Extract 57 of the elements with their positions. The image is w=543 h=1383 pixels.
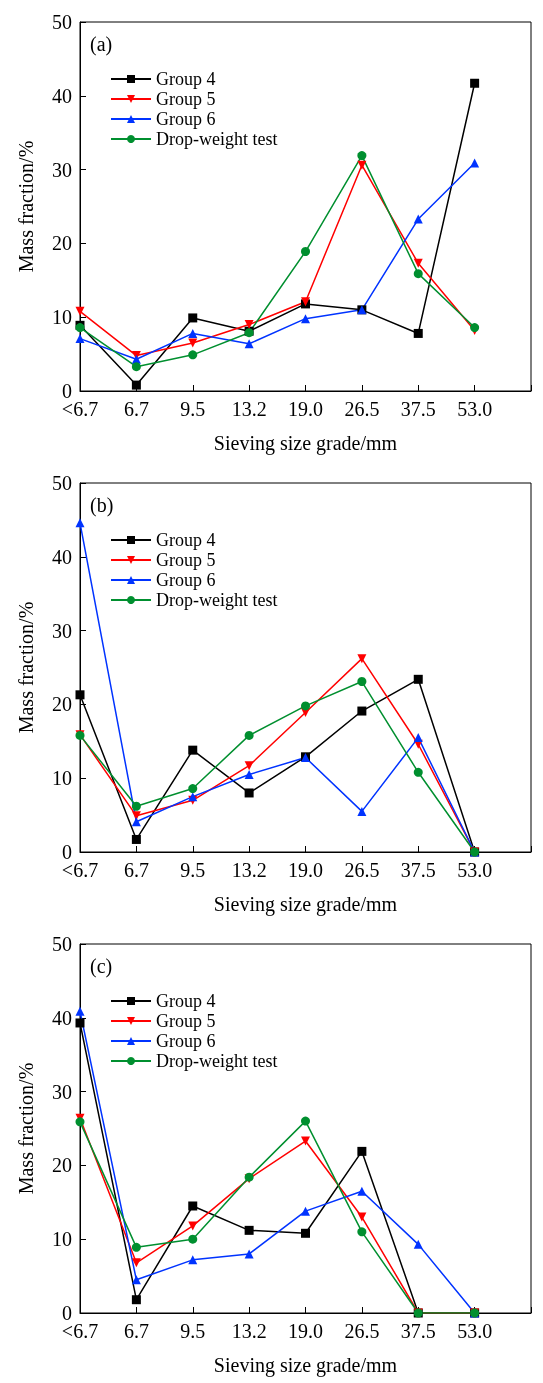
x-tick-label: 19.0 <box>288 1320 323 1342</box>
y-axis-title: Mass fraction/% <box>15 601 37 734</box>
x-axis-title: Sieving size grade/mm <box>213 1354 398 1377</box>
x-tick-label: 6.7 <box>123 1320 149 1342</box>
legend-label: Drop-weight test <box>156 1051 278 1071</box>
x-tick-label: 13.2 <box>231 859 267 881</box>
x-tick-label: 26.5 <box>344 1320 380 1342</box>
x-tick-label: 9.5 <box>180 1320 206 1342</box>
x-tick-label: 26.5 <box>344 398 380 420</box>
y-tick-label: 50 <box>52 11 72 33</box>
x-tick-label: 53.0 <box>457 398 493 420</box>
x-tick-label: 37.5 <box>400 398 436 420</box>
y-tick-label: 10 <box>52 767 72 790</box>
y-axis-title: Mass fraction/% <box>15 1062 37 1195</box>
y-tick-label: 30 <box>52 619 72 642</box>
x-tick-label: 37.5 <box>400 1320 436 1342</box>
x-tick-label: 53.0 <box>457 1320 493 1342</box>
x-tick-label: 26.5 <box>344 859 380 881</box>
legend-label: Group 5 <box>156 1011 216 1031</box>
x-tick-label: 53.0 <box>457 859 493 881</box>
legend-label: Drop-weight test <box>156 129 278 149</box>
legend-label: Drop-weight test <box>156 590 278 610</box>
legend-label: Group 4 <box>156 69 216 89</box>
y-tick-label: 10 <box>52 1228 72 1251</box>
annotation: (c) <box>90 955 113 978</box>
y-tick-label: 30 <box>52 1080 72 1103</box>
y-tick-label: 50 <box>52 472 72 494</box>
y-tick-label: 40 <box>52 84 72 107</box>
x-tick-label: 9.5 <box>180 859 206 881</box>
legend-label: Group 4 <box>156 991 216 1011</box>
x-tick-label: 6.7 <box>123 859 149 881</box>
x-axis-title: Sieving size grade/mm <box>213 432 398 455</box>
y-tick-label: 50 <box>52 933 72 955</box>
y-tick-label: 30 <box>52 158 72 181</box>
y-tick-label: 20 <box>52 1154 72 1177</box>
x-tick-label: 19.0 <box>288 859 323 881</box>
annotation: (b) <box>90 494 114 517</box>
y-tick-label: 10 <box>52 306 72 329</box>
x-tick-label: 9.5 <box>180 398 206 420</box>
legend-label: Group 6 <box>156 109 216 129</box>
x-tick-label: 13.2 <box>231 398 267 420</box>
x-tick-label: 19.0 <box>288 398 323 420</box>
y-axis-title: Mass fraction/% <box>15 140 37 273</box>
legend-label: Group 4 <box>156 530 216 550</box>
legend-label: Group 6 <box>156 1031 216 1051</box>
y-tick-label: 20 <box>52 693 72 716</box>
annotation: (a) <box>90 33 113 56</box>
y-tick-label: 20 <box>52 232 72 255</box>
x-axis-title: Sieving size grade/mm <box>213 893 398 916</box>
legend-label: Group 5 <box>156 89 216 109</box>
y-tick-label: 40 <box>52 545 72 568</box>
x-tick-label: 13.2 <box>231 1320 267 1342</box>
x-tick-label: 6.7 <box>123 398 149 420</box>
legend-label: Group 5 <box>156 550 216 570</box>
x-tick-label: 37.5 <box>400 859 436 881</box>
y-tick-label: 40 <box>52 1006 72 1029</box>
legend-label: Group 6 <box>156 570 216 590</box>
